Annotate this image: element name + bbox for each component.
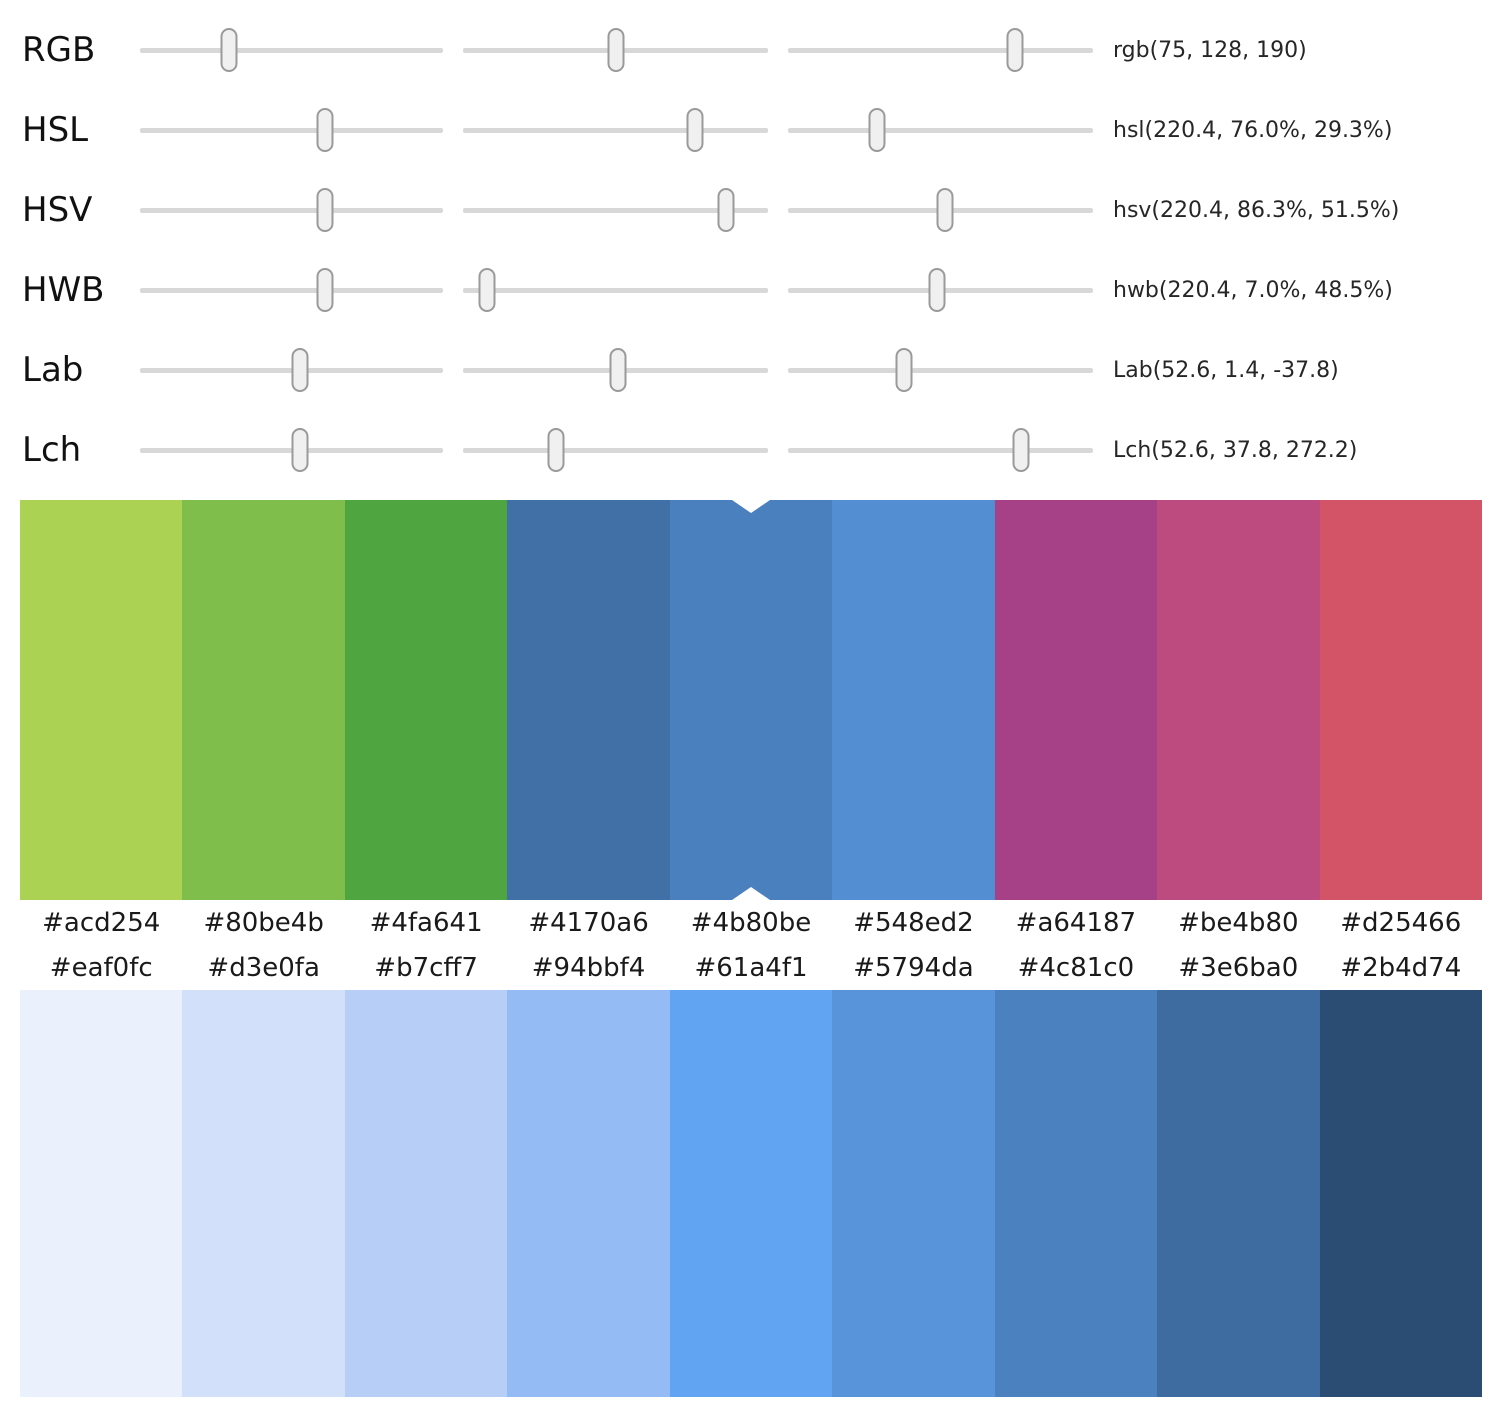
color-value-text: hwb(220.4, 7.0%, 48.5%)	[1113, 277, 1393, 303]
slider-track-lch-1[interactable]	[140, 428, 443, 472]
hue-hex-labels: #acd254 #80be4b #4fa641 #4170a6 #4b80be #548e…	[20, 900, 1482, 945]
hue-hex-label-5: #4b80be	[690, 907, 812, 938]
shade-hex-label-6: #5794da	[853, 952, 974, 983]
shade-swatch-4[interactable]	[507, 990, 670, 1397]
colorspace-label: HSL	[22, 110, 89, 150]
shade-swatch-7[interactable]	[994, 990, 1158, 1397]
slider-track-hsv-3[interactable]	[788, 188, 1093, 232]
hue-swatch-3[interactable]	[344, 500, 508, 900]
colorspace-label: Lab	[22, 350, 84, 390]
hue-swatch-6[interactable]	[832, 500, 995, 900]
hue-swatch-5[interactable]	[669, 500, 833, 900]
selected-color-marker-top-icon	[732, 500, 770, 513]
slider-thumb-lab-1[interactable]	[291, 348, 309, 392]
hue-swatch-1[interactable]	[20, 500, 183, 900]
slider-track-lch-3[interactable]	[788, 428, 1093, 472]
slider-track-hsv-1[interactable]	[140, 188, 443, 232]
slider-thumb-hsv-1[interactable]	[316, 188, 334, 232]
hue-hex-label-7: #a64187	[1015, 907, 1137, 938]
slider-track-hwb-2[interactable]	[463, 268, 768, 312]
slider-thumb-hwb-2[interactable]	[478, 268, 496, 312]
hue-hex-label-6: #548ed2	[853, 907, 974, 938]
hue-swatch-9[interactable]	[1319, 500, 1482, 900]
shade-hex-label-2: #d3e0fa	[207, 952, 320, 983]
slider-thumb-lch-2[interactable]	[547, 428, 565, 472]
shade-hex-label-5: #61a4f1	[694, 952, 808, 983]
shade-hex-label-1: #eaf0fc	[49, 952, 153, 983]
slider-thumb-hsv-2[interactable]	[717, 188, 735, 232]
color-value-text: hsl(220.4, 76.0%, 29.3%)	[1113, 117, 1393, 143]
slider-track-rgb-3[interactable]	[788, 28, 1093, 72]
slider-thumb-hsv-3[interactable]	[936, 188, 954, 232]
shade-swatch-9[interactable]	[1319, 990, 1482, 1397]
hue-swatch-7[interactable]	[994, 500, 1158, 900]
color-value-text: rgb(75, 128, 190)	[1113, 37, 1307, 63]
shade-swatch-3[interactable]	[344, 990, 508, 1397]
shade-swatch-5[interactable]	[669, 990, 833, 1397]
slider-panel: RGB rgb(75, 128, 190) HSL hsl(220.4, 76.0%,…	[0, 0, 1501, 490]
hue-palette	[20, 500, 1482, 900]
hue-hex-label-2: #80be4b	[203, 907, 324, 938]
slider-thumb-hsl-2[interactable]	[686, 108, 704, 152]
hue-palette-strip	[20, 500, 1482, 900]
shade-swatch-2[interactable]	[182, 990, 345, 1397]
slider-thumb-lab-3[interactable]	[895, 348, 913, 392]
hue-hex-label-9: #d25466	[1340, 907, 1462, 938]
slider-row-rgb: RGB rgb(75, 128, 190)	[0, 10, 1501, 90]
selected-color-marker-bottom-icon	[732, 887, 770, 900]
color-value-text: hsv(220.4, 86.3%, 51.5%)	[1113, 197, 1400, 223]
hue-hex-label-1: #acd254	[42, 907, 161, 938]
shade-hex-label-7: #4c81c0	[1017, 952, 1135, 983]
slider-track-hwb-3[interactable]	[788, 268, 1093, 312]
hue-swatch-2[interactable]	[182, 500, 345, 900]
slider-track-rgb-2[interactable]	[463, 28, 768, 72]
shade-swatch-1[interactable]	[20, 990, 183, 1397]
slider-row-lch: Lch Lch(52.6, 37.8, 272.2)	[0, 410, 1501, 490]
slider-track-rgb-1[interactable]	[140, 28, 443, 72]
slider-thumb-rgb-1[interactable]	[220, 28, 238, 72]
slider-track-hsl-1[interactable]	[140, 108, 443, 152]
slider-track-lab-2[interactable]	[463, 348, 768, 392]
shade-swatch-8[interactable]	[1157, 990, 1320, 1397]
colorspace-label: RGB	[22, 30, 96, 70]
slider-thumb-rgb-2[interactable]	[607, 28, 625, 72]
slider-row-hsl: HSL hsl(220.4, 76.0%, 29.3%)	[0, 90, 1501, 170]
slider-thumb-hsl-1[interactable]	[316, 108, 334, 152]
slider-thumb-hsl-3[interactable]	[868, 108, 886, 152]
slider-row-hwb: HWB hwb(220.4, 7.0%, 48.5%)	[0, 250, 1501, 330]
slider-thumb-lch-3[interactable]	[1012, 428, 1030, 472]
color-value-text: Lab(52.6, 1.4, -37.8)	[1113, 357, 1339, 383]
slider-thumb-hwb-1[interactable]	[316, 268, 334, 312]
color-value-text: Lch(52.6, 37.8, 272.2)	[1113, 437, 1358, 463]
slider-track-hsl-2[interactable]	[463, 108, 768, 152]
colorspace-label: HWB	[22, 270, 105, 310]
slider-thumb-lab-2[interactable]	[609, 348, 627, 392]
slider-track-lab-3[interactable]	[788, 348, 1093, 392]
shade-hex-label-3: #b7cff7	[374, 952, 478, 983]
hue-swatch-4[interactable]	[507, 500, 670, 900]
slider-thumb-rgb-3[interactable]	[1006, 28, 1024, 72]
shade-hex-label-9: #2b4d74	[1340, 952, 1462, 983]
slider-row-lab: Lab Lab(52.6, 1.4, -37.8)	[0, 330, 1501, 410]
slider-track-hsl-3[interactable]	[788, 108, 1093, 152]
slider-thumb-lch-1[interactable]	[291, 428, 309, 472]
hue-hex-label-8: #be4b80	[1178, 907, 1299, 938]
slider-thumb-hwb-3[interactable]	[928, 268, 946, 312]
colorspace-label: Lch	[22, 430, 82, 470]
slider-track-lab-1[interactable]	[140, 348, 443, 392]
colorspace-label: HSV	[22, 190, 93, 230]
slider-track-hsv-2[interactable]	[463, 188, 768, 232]
slider-track-lch-2[interactable]	[463, 428, 768, 472]
slider-track-hwb-1[interactable]	[140, 268, 443, 312]
slider-row-hsv: HSV hsv(220.4, 86.3%, 51.5%)	[0, 170, 1501, 250]
shade-palette-strip	[20, 990, 1482, 1397]
shade-hex-label-4: #94bbf4	[531, 952, 646, 983]
shade-hex-labels: #eaf0fc #d3e0fa #b7cff7 #94bbf4 #61a4f1 #5794…	[20, 945, 1482, 990]
hue-swatch-8[interactable]	[1157, 500, 1320, 900]
hue-hex-label-3: #4fa641	[369, 907, 483, 938]
hue-hex-label-4: #4170a6	[528, 907, 649, 938]
shade-hex-label-8: #3e6ba0	[1178, 952, 1299, 983]
shade-swatch-6[interactable]	[832, 990, 995, 1397]
